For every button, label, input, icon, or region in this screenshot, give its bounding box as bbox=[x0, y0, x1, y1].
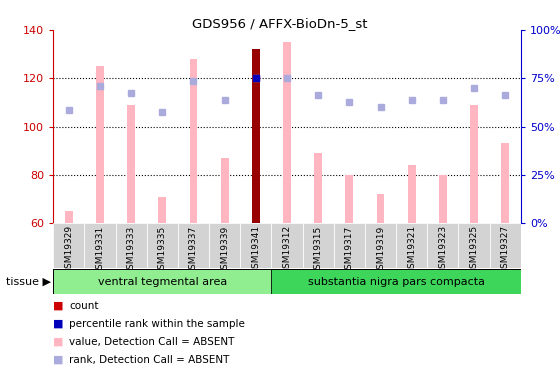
Text: GSM19337: GSM19337 bbox=[189, 225, 198, 274]
Bar bbox=[53, 269, 272, 294]
Bar bbox=[190, 59, 197, 223]
Bar bbox=[365, 223, 396, 268]
Bar bbox=[209, 223, 240, 268]
Text: GSM19331: GSM19331 bbox=[95, 225, 105, 274]
Text: GSM19333: GSM19333 bbox=[127, 225, 136, 274]
Bar bbox=[334, 223, 365, 268]
Text: ■: ■ bbox=[53, 355, 64, 364]
Text: GSM19339: GSM19339 bbox=[220, 225, 229, 274]
Bar bbox=[272, 269, 521, 294]
Bar bbox=[439, 175, 447, 223]
Text: GSM19319: GSM19319 bbox=[376, 225, 385, 274]
Text: GSM19323: GSM19323 bbox=[438, 225, 447, 274]
Bar bbox=[408, 165, 416, 223]
Bar bbox=[178, 223, 209, 268]
Bar bbox=[252, 50, 260, 223]
Bar bbox=[53, 223, 85, 268]
Bar bbox=[377, 194, 384, 223]
Bar bbox=[302, 223, 334, 268]
Text: tissue ▶: tissue ▶ bbox=[6, 277, 50, 287]
Bar bbox=[470, 105, 478, 223]
Text: ■: ■ bbox=[53, 319, 64, 328]
Bar bbox=[127, 105, 135, 223]
Text: GSM19312: GSM19312 bbox=[282, 225, 292, 274]
Bar bbox=[221, 158, 228, 223]
Text: ■: ■ bbox=[53, 301, 64, 310]
Bar bbox=[96, 66, 104, 223]
Text: GSM19329: GSM19329 bbox=[64, 225, 73, 274]
Bar bbox=[314, 153, 322, 223]
Bar bbox=[65, 211, 73, 223]
Bar bbox=[252, 50, 260, 223]
Text: GSM19341: GSM19341 bbox=[251, 225, 260, 274]
Text: substantia nigra pars compacta: substantia nigra pars compacta bbox=[307, 277, 484, 286]
Bar bbox=[346, 175, 353, 223]
Text: GSM19327: GSM19327 bbox=[501, 225, 510, 274]
Text: GSM19335: GSM19335 bbox=[158, 225, 167, 274]
Text: GSM19321: GSM19321 bbox=[407, 225, 416, 274]
Text: ventral tegmental area: ventral tegmental area bbox=[97, 277, 227, 286]
Text: GSM19315: GSM19315 bbox=[314, 225, 323, 274]
Text: count: count bbox=[69, 301, 99, 310]
Text: GSM19317: GSM19317 bbox=[345, 225, 354, 274]
Text: value, Detection Call = ABSENT: value, Detection Call = ABSENT bbox=[69, 337, 234, 346]
Bar bbox=[115, 223, 147, 268]
Bar bbox=[272, 223, 302, 268]
Bar bbox=[501, 144, 509, 223]
Text: GSM19325: GSM19325 bbox=[469, 225, 479, 274]
Bar bbox=[158, 196, 166, 223]
Text: rank, Detection Call = ABSENT: rank, Detection Call = ABSENT bbox=[69, 355, 229, 364]
Bar bbox=[147, 223, 178, 268]
Bar bbox=[85, 223, 115, 268]
Bar bbox=[459, 223, 489, 268]
Bar bbox=[240, 223, 272, 268]
Text: percentile rank within the sample: percentile rank within the sample bbox=[69, 319, 245, 328]
Bar bbox=[283, 42, 291, 223]
Bar bbox=[396, 223, 427, 268]
Text: ■: ■ bbox=[53, 337, 64, 346]
Text: GDS956 / AFFX-BioDn-5_st: GDS956 / AFFX-BioDn-5_st bbox=[192, 17, 368, 30]
Bar bbox=[489, 223, 521, 268]
Bar bbox=[427, 223, 459, 268]
